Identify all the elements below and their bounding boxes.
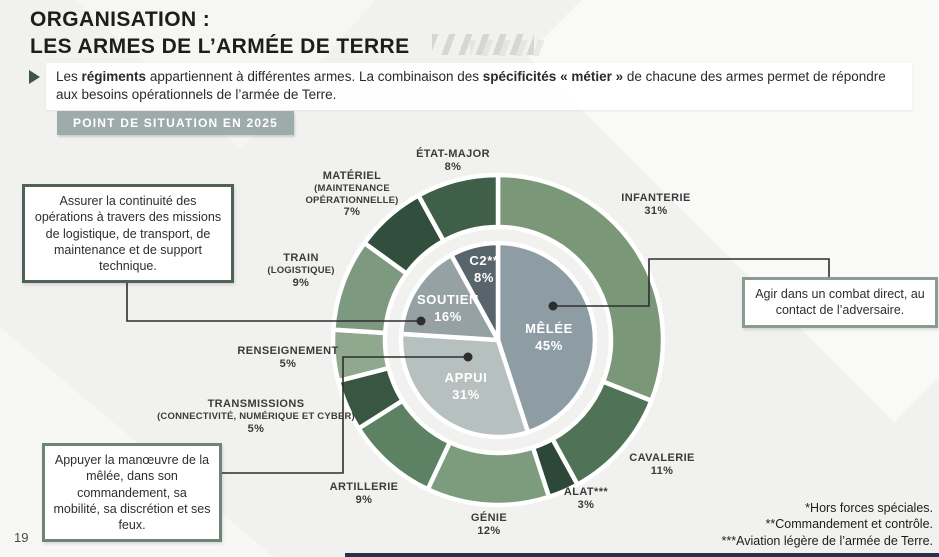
label-transmissions: TRANSMISSIONS (CONNECTIVITÉ, NUMÉRIQUE E…	[157, 398, 355, 436]
segment-subname: (LOGISTIQUE)	[267, 265, 335, 277]
segment-pct: 31%	[452, 386, 480, 402]
label-cavalerie: CAVALERIE 11%	[629, 452, 695, 478]
title-line-2: LES ARMES DE L’ARMÉE DE TERRE	[30, 35, 410, 59]
segment-pct: 3%	[577, 499, 595, 512]
intro-part: Les	[56, 69, 82, 84]
segment-pct: 9%	[292, 276, 310, 289]
connector-appui	[221, 352, 473, 474]
label-infanterie: INFANTERIE 31%	[621, 192, 690, 218]
segment-name: MÊLÉE	[525, 321, 573, 336]
segment-pct: 5%	[247, 422, 265, 435]
segment-pct: 16%	[434, 308, 462, 324]
label-train: TRAIN (LOGISTIQUE) 9%	[267, 252, 334, 290]
footnote-2: **Commandement et contrôle.	[765, 517, 933, 532]
segment-name: TRAIN	[283, 252, 319, 264]
label-etat-major: ÉTAT-MAJOR 8%	[416, 148, 490, 174]
title-hatch-decoration	[470, 40, 550, 56]
segment-name: ARTILLERIE	[329, 481, 399, 493]
slice-etat-major	[416, 172, 501, 244]
intro-part: appartiennent à différentes armes. La co…	[146, 69, 483, 84]
segment-pct: 12%	[477, 525, 501, 538]
intro-part: de chacune des armes permet de répondre …	[56, 69, 886, 103]
intro-bold: régiments	[81, 69, 147, 84]
intro-text: Les régiments appartiennent à différente…	[46, 63, 912, 111]
callout-melee: Agir dans un combat direct, au contact d…	[742, 277, 938, 328]
segment-name: C2**	[469, 253, 499, 268]
page-number: 19	[14, 530, 29, 545]
label-artillerie: ARTILLERIE 9%	[330, 481, 399, 507]
segment-name: INFANTERIE	[621, 192, 691, 204]
slice-melee	[495, 240, 598, 435]
label-soutien: SOUTIEN 16%	[417, 292, 479, 326]
segment-name: CAVALERIE	[629, 452, 695, 464]
slice-appui	[398, 331, 531, 440]
melee-anchor-dot	[548, 301, 558, 311]
segment-name: APPUI	[444, 370, 488, 385]
segment-pct: 7%	[343, 205, 361, 218]
title-hatch-decoration	[432, 34, 534, 55]
segment-pct: 8%	[473, 269, 494, 285]
segment-pct: 8%	[444, 161, 462, 174]
label-materiel: MATÉRIEL (MAINTENANCE OPÉRATIONNELLE) 7%	[296, 170, 408, 219]
intro-bold: spécificités « métier »	[482, 69, 624, 84]
slice-c2	[449, 240, 501, 343]
bottom-accent-bar	[345, 553, 939, 557]
slice-soutien	[398, 252, 501, 343]
label-genie: GÉNIE 12%	[471, 512, 507, 538]
segment-pct: 11%	[650, 465, 674, 478]
segment-name: GÉNIE	[470, 512, 508, 524]
segment-pct: 31%	[644, 205, 668, 218]
page-title: ORGANISATION : LES ARMES DE L’ARMÉE DE T…	[30, 6, 410, 61]
segment-name: SOUTIEN	[417, 292, 479, 307]
label-melee: MÊLÉE 45%	[525, 321, 573, 355]
segment-name: ÉTAT-MAJOR	[416, 148, 490, 160]
footnotes: *Hors forces spéciales. **Commandement e…	[722, 500, 933, 549]
label-alat: ALAT*** 3%	[564, 486, 608, 512]
segment-name: TRANSMISSIONS	[207, 398, 305, 410]
segment-subname: (CONNECTIVITÉ, NUMÉRIQUE ET CYBER)	[157, 411, 355, 423]
segment-name: RENSEIGNEMENT	[237, 345, 339, 357]
label-renseignement: RENSEIGNEMENT 5%	[237, 345, 338, 371]
segment-subname: (MAINTENANCE OPÉRATIONNELLE)	[305, 183, 399, 206]
appui-anchor-dot	[463, 352, 473, 362]
segment-name: MATÉRIEL	[322, 170, 382, 182]
callout-appui: Appuyer la manœuvre de la mêlée, dans so…	[42, 443, 222, 543]
footnote-1: *Hors forces spéciales.	[805, 501, 933, 515]
segment-pct: 45%	[535, 337, 563, 353]
label-appui: APPUI 31%	[445, 370, 488, 404]
segment-pct: 9%	[355, 494, 373, 507]
callout-soutien: Assurer la continuité des opérations à t…	[22, 184, 234, 284]
connector-melee	[548, 258, 830, 311]
soutien-anchor-dot	[416, 316, 426, 326]
status-badge: POINT DE SITUATION EN 2025	[57, 111, 295, 135]
segment-pct: 5%	[279, 358, 297, 371]
label-c2: C2** 8%	[469, 253, 498, 287]
segment-name: ALAT***	[563, 486, 609, 498]
footnote-3: ***Aviation légère de l’armée de Terre.	[721, 533, 933, 548]
slice-infanterie	[495, 172, 666, 403]
title-line-1: ORGANISATION :	[30, 8, 211, 31]
intro-triangle-icon	[29, 70, 40, 84]
